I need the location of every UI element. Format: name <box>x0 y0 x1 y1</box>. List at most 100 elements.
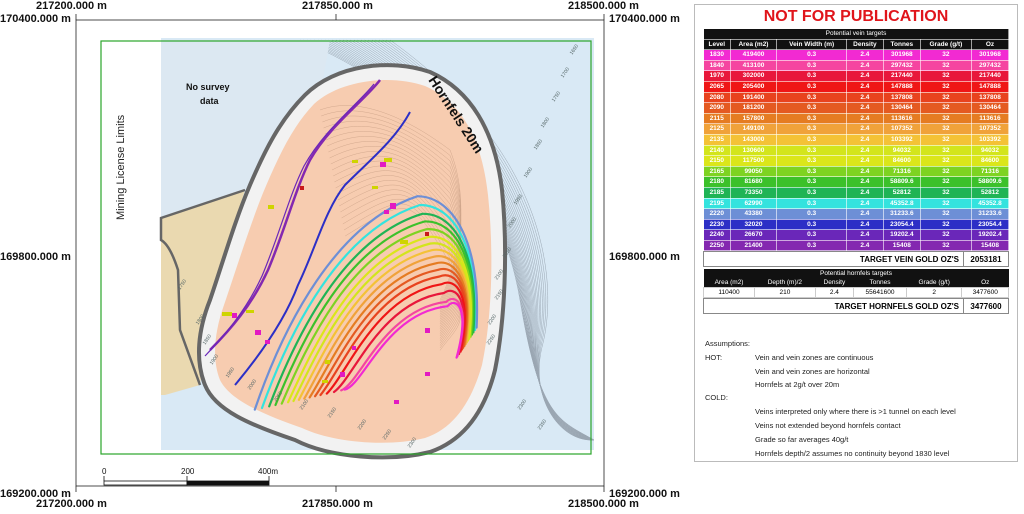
vein-level-line <box>268 212 476 408</box>
no-survey-area <box>161 40 330 218</box>
vein-cell-oz: 217440 <box>970 70 1010 82</box>
vein-level-line <box>308 261 469 399</box>
vein-targets-table: Potential vein targets Level Area (m2) Vei… <box>703 28 1010 252</box>
vein-cell-tonnes: 147888 <box>882 80 921 93</box>
contour-label: 2000 <box>507 216 518 229</box>
hornfels-col-header: Grade (g/t) <box>906 278 962 288</box>
vein-cell-oz: 31233.6 <box>970 208 1010 220</box>
coord-right-mid: 169800.000 m <box>609 251 680 263</box>
survey-boundary-line <box>159 188 246 386</box>
assumptions-heading: Assumptions: <box>705 339 751 348</box>
vein-cell-level: 1840 <box>703 59 731 72</box>
hornfels-table-header: Area (m2) Depth (m)/2 Density Tonnes Grade (… <box>703 278 1009 288</box>
outcrop-area <box>161 190 245 395</box>
vein-cell-density: 2.4 <box>845 155 884 167</box>
hot-item-2: Vein and vein zones are horizontal <box>755 367 870 376</box>
hornfels-total-label: TARGET HORNFELS GOLD OZ'S <box>703 298 964 315</box>
geology-map: 1650170017501800185019001950200020502100… <box>75 14 605 492</box>
vein-cell-grade: 32 <box>919 123 972 135</box>
vein-cell-level: 2185 <box>703 186 731 199</box>
hot-item-1: Vein and vein zones are continuous <box>755 353 874 362</box>
frame-ticks <box>75 14 605 492</box>
hornfels-col-header: Density <box>815 278 854 288</box>
vein-row-2135: 2135 143000 0.3 2.4 103392 32 103392 <box>703 133 1010 146</box>
cold-item-3: Grade so far averages 40g/t <box>755 435 849 444</box>
vein-cell-density: 2.4 <box>845 197 884 210</box>
vein-cell-level: 1970 <box>703 70 731 82</box>
vein-cell-level: 2140 <box>703 144 731 157</box>
contour-label: 2050 <box>502 246 513 259</box>
vein-cell-density: 2.4 <box>845 70 884 82</box>
hornfels-total-row: TARGET HORNFELS GOLD OZ'S 3477600 <box>703 298 1009 315</box>
coord-left-top: 170400.000 m <box>0 13 71 25</box>
contour-label: 2000 <box>247 378 258 391</box>
vein-cell-area: 26670 <box>729 229 778 241</box>
vein-cell-width: 0.3 <box>776 239 847 252</box>
vein-cell-level: 2125 <box>703 123 731 135</box>
vein-cell-area: 413100 <box>729 59 778 72</box>
vein-cell-oz: 23054.4 <box>970 218 1010 231</box>
vein-cell-grade: 32 <box>919 133 972 146</box>
contour-label: 2100 <box>494 268 505 281</box>
contour-label: 1900 <box>523 166 534 179</box>
coord-bottom-right: 218500.000 m <box>568 498 639 510</box>
ore-contour-line <box>343 203 462 349</box>
vein-cell-density: 2.4 <box>845 239 884 252</box>
coord-top-right: 218500.000 m <box>568 0 639 12</box>
coord-right-top: 170400.000 m <box>609 13 680 25</box>
outcrop-markers <box>222 158 408 383</box>
vein-level-line <box>325 281 466 395</box>
vein-row-2185: 2185 73350 0.3 2.4 52812 32 52812 <box>703 186 1010 199</box>
vein-cell-level: 2250 <box>703 239 731 252</box>
vein-cell-density: 2.4 <box>845 123 884 135</box>
cold-item-1: Veins interpreted only where there is >1… <box>755 407 956 416</box>
hornfels-total-value: 3477600 <box>963 298 1009 315</box>
hornfels-cell: 110400 <box>702 287 756 299</box>
vein-cell-grade: 32 <box>919 91 972 104</box>
vein-cell-area: 21400 <box>729 239 778 252</box>
contour-label: 2100 <box>299 398 310 411</box>
vein-cell-tonnes: 19202.4 <box>882 229 921 241</box>
vein-cell-tonnes: 103392 <box>882 133 921 146</box>
vein-cell-grade: 32 <box>919 218 972 231</box>
contour-label: 1650 <box>569 43 580 56</box>
vein-cell-area: 73350 <box>729 186 778 199</box>
vein-cell-tonnes: 31233.6 <box>882 208 921 220</box>
vein-cell-density: 2.4 <box>845 112 884 125</box>
vein-row-1830: 1830 419400 0.3 2.4 301968 32 301968 <box>703 49 1010 61</box>
vein-row-2065: 2065 205400 0.3 2.4 147888 32 147888 <box>703 80 1010 93</box>
vein-cell-width: 0.3 <box>776 197 847 210</box>
vein-cell-area: 99050 <box>729 165 778 178</box>
vein-cell-width: 0.3 <box>776 70 847 82</box>
ore-contour-line <box>321 110 462 303</box>
vein-cell-area: 143000 <box>729 133 778 146</box>
vein-cell-level: 2065 <box>703 80 731 93</box>
contour-label: 1950 <box>513 193 524 206</box>
contour-label: 2300 <box>517 398 528 411</box>
coord-right-bottom: 169200.000 m <box>609 488 680 500</box>
vein-cell-width: 0.3 <box>776 176 847 188</box>
vein-cell-area: 157800 <box>729 112 778 125</box>
vein-cell-grade: 32 <box>919 102 972 114</box>
vein-cell-width: 0.3 <box>776 144 847 157</box>
vein-cell-oz: 107352 <box>970 123 1010 135</box>
vein-2250 <box>209 79 381 351</box>
vein-cell-tonnes: 217440 <box>882 70 921 82</box>
red-markers <box>300 186 429 236</box>
vein-cell-oz: 52812 <box>970 186 1010 199</box>
vein-cell-oz: 15408 <box>970 239 1010 252</box>
vein-cell-level: 2230 <box>703 218 731 231</box>
vein-level-line <box>292 242 471 403</box>
ore-contour-line <box>333 160 462 327</box>
vein-row-2080: 2080 191400 0.3 2.4 137808 32 137808 <box>703 91 1010 104</box>
vein-cell-grade: 32 <box>919 155 972 167</box>
vein-cell-density: 2.4 <box>845 208 884 220</box>
vein-cell-area: 205400 <box>729 80 778 93</box>
vein-cell-grade: 32 <box>919 112 972 125</box>
vein-cell-density: 2.4 <box>845 176 884 188</box>
hornfels-col-header: Depth (m)/2 <box>754 278 816 288</box>
vein-cell-tonnes: 107352 <box>882 123 921 135</box>
vein-cell-oz: 45352.8 <box>970 197 1010 210</box>
vein-row-2090: 2090 181200 0.3 2.4 130464 32 130464 <box>703 102 1010 114</box>
vein-cell-density: 2.4 <box>845 186 884 199</box>
